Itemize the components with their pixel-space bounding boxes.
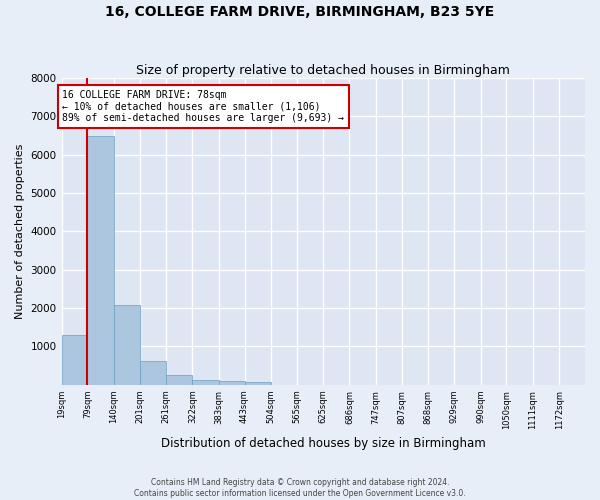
Text: Contains HM Land Registry data © Crown copyright and database right 2024.
Contai: Contains HM Land Registry data © Crown c… bbox=[134, 478, 466, 498]
Bar bbox=[88, 136, 114, 385]
Title: Size of property relative to detached houses in Birmingham: Size of property relative to detached ho… bbox=[136, 64, 510, 77]
Text: 16, COLLEGE FARM DRIVE, BIRMINGHAM, B23 5YE: 16, COLLEGE FARM DRIVE, BIRMINGHAM, B23 … bbox=[106, 5, 494, 19]
Bar bbox=[114, 305, 140, 385]
Bar bbox=[192, 380, 218, 385]
Text: 16 COLLEGE FARM DRIVE: 78sqm
← 10% of detached houses are smaller (1,106)
89% of: 16 COLLEGE FARM DRIVE: 78sqm ← 10% of de… bbox=[62, 90, 344, 123]
Bar bbox=[218, 382, 245, 385]
Bar bbox=[62, 335, 88, 385]
Bar bbox=[140, 361, 166, 385]
X-axis label: Distribution of detached houses by size in Birmingham: Distribution of detached houses by size … bbox=[161, 437, 485, 450]
Bar bbox=[245, 382, 271, 385]
Y-axis label: Number of detached properties: Number of detached properties bbox=[15, 144, 25, 319]
Bar bbox=[166, 375, 192, 385]
